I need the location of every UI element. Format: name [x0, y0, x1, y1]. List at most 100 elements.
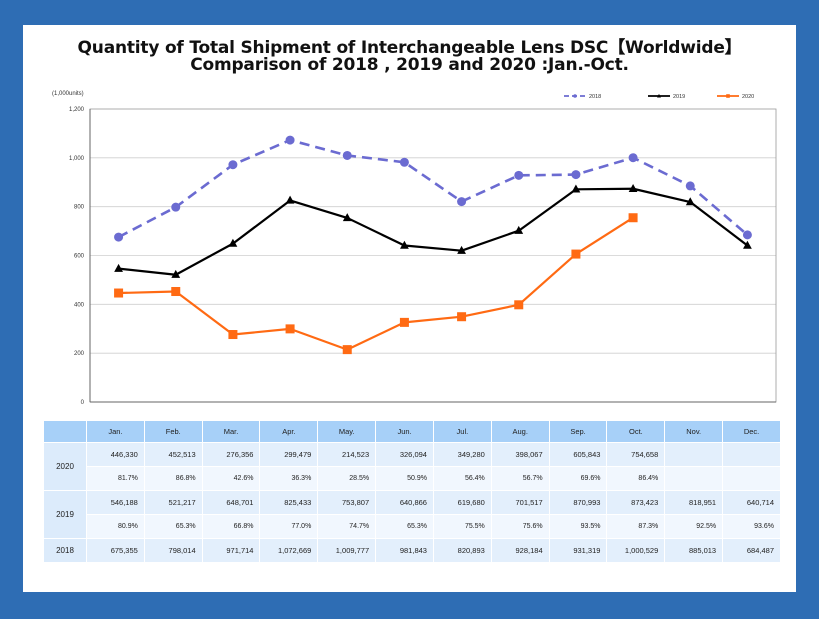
- data-table: Jan. Feb. Mar. Apr. May. Jun. Jul. Aug. Sep. Oct.…: [43, 420, 781, 563]
- yoy-percent-cell: 93.6%: [723, 515, 780, 538]
- y-tick-label: 600: [74, 254, 85, 260]
- series-2018: [114, 135, 752, 242]
- data-point-circle: [685, 181, 695, 191]
- shipment-value-cell: 798,014: [144, 539, 202, 562]
- data-point-square: [514, 300, 524, 310]
- yoy-percent-cell: 28.5%: [318, 467, 376, 490]
- shipment-value-cell: 452,513: [144, 443, 202, 466]
- data-point-square: [285, 324, 295, 334]
- shipment-value-cell: 214,523: [318, 443, 376, 466]
- data-point-square: [399, 317, 409, 327]
- data-point-triangle: [743, 240, 752, 249]
- shipment-value-cell: 820,893: [433, 539, 491, 562]
- series-line-2019: [118, 187, 749, 276]
- shipment-value-cell: 825,433: [260, 491, 318, 514]
- yoy-percent-cell: 36.3%: [260, 467, 318, 490]
- yoy-percent-cell: 81.7%: [87, 467, 144, 490]
- yoy-percent-cell: 87.3%: [607, 515, 665, 538]
- shipment-value-cell: [665, 443, 723, 466]
- data-point-circle: [399, 157, 409, 167]
- shipment-value-cell: 870,993: [549, 491, 607, 514]
- shipment-value-cell: 981,843: [376, 539, 433, 562]
- axes: 0 200 400 600 800 1,000 1,200: [69, 107, 777, 406]
- year-label: 2020: [44, 443, 86, 490]
- column-header: Jul.: [433, 421, 491, 442]
- data-point-triangle: [514, 225, 524, 234]
- shipment-value-cell: 684,487: [723, 539, 780, 562]
- shipment-value-cell: 326,094: [376, 443, 433, 466]
- table-row-percents: 80.9% 65.3% 66.8% 77.0% 74.7% 65.3% 75.5% 75.6%…: [44, 515, 780, 538]
- column-header: Oct.: [607, 421, 665, 442]
- data-point-circle: [628, 153, 638, 163]
- table-corner-cell: [44, 421, 86, 442]
- data-point-circle: [342, 150, 352, 160]
- y-tick-label: 400: [74, 302, 85, 308]
- column-header: Mar.: [202, 421, 260, 442]
- data-point-triangle: [400, 240, 409, 249]
- data-point-square: [114, 288, 124, 298]
- yoy-percent-cell: 65.3%: [376, 515, 433, 538]
- legend-item-2019: 2019: [648, 93, 685, 100]
- data-point-circle: [514, 170, 524, 180]
- shipment-value-cell: 521,217: [144, 491, 202, 514]
- column-header: Jan.: [87, 421, 144, 442]
- shipment-value-cell: 701,517: [491, 491, 549, 514]
- shipment-value-cell: [723, 443, 780, 466]
- shipment-value-cell: 818,951: [665, 491, 723, 514]
- data-point-triangle: [228, 238, 238, 247]
- year-label: 2018: [44, 539, 86, 562]
- data-point-square: [571, 249, 581, 259]
- table-row-percents: 81.7% 86.8% 42.6% 36.3% 28.5% 50.9% 56.4% 56.7%…: [44, 467, 780, 490]
- data-point-circle: [228, 160, 238, 170]
- shipment-value-cell: 1,072,669: [260, 539, 318, 562]
- yoy-percent-cell: 65.3%: [144, 515, 202, 538]
- table-header-row: Jan. Feb. Mar. Apr. May. Jun. Jul. Aug. Sep. Oct.…: [44, 421, 780, 442]
- shipment-value-cell: 885,013: [665, 539, 723, 562]
- data-point-triangle: [285, 195, 295, 204]
- data-point-circle: [457, 197, 467, 207]
- y-tick-label: 200: [74, 351, 85, 357]
- yoy-percent-cell: 80.9%: [87, 515, 144, 538]
- yoy-percent-cell: 77.0%: [260, 515, 318, 538]
- shipment-value-cell: 971,714: [202, 539, 260, 562]
- legend-item-2018: 2018: [564, 94, 601, 100]
- legend: 2018 2019 2020: [564, 93, 754, 100]
- column-header: Apr.: [260, 421, 318, 442]
- shipment-value-cell: 873,423: [607, 491, 665, 514]
- shipment-value-cell: 753,807: [318, 491, 376, 514]
- shipment-value-cell: 398,067: [491, 443, 549, 466]
- data-point-square: [342, 345, 352, 355]
- table-row-values: 2020 446,330 452,513 276,356 299,479 214,523 3…: [44, 443, 780, 490]
- shipment-value-cell: 299,479: [260, 443, 318, 466]
- yoy-percent-cell: 56.4%: [433, 467, 491, 490]
- data-point-triangle: [342, 213, 352, 222]
- yoy-percent-cell: 74.7%: [318, 515, 376, 538]
- data-point-square: [457, 312, 467, 322]
- table-row-values: 2018 675,355 798,014 971,714 1,072,669 1,009,…: [44, 539, 780, 562]
- column-header: Nov.: [665, 421, 723, 442]
- shipment-value-cell: 276,356: [202, 443, 260, 466]
- data-point-triangle: [628, 183, 638, 192]
- data-point-square: [171, 287, 181, 297]
- column-header: Jun.: [376, 421, 433, 442]
- data-point-circle: [742, 230, 752, 240]
- shipment-value-cell: 648,701: [202, 491, 260, 514]
- column-header: May.: [318, 421, 376, 442]
- table-row-values: 2019 546,188 521,217 648,701 825,433 753,807 6…: [44, 491, 780, 538]
- shipment-value-cell: 349,280: [433, 443, 491, 466]
- y-tick-label: 1,200: [69, 107, 85, 113]
- chart-subtitle: Comparison of 2018 , 2019 and 2020 :Jan.…: [190, 55, 629, 75]
- y-tick-label: 800: [74, 205, 85, 211]
- data-point-circle: [114, 232, 124, 242]
- yoy-percent-cell: 86.8%: [144, 467, 202, 490]
- line-chart: 0 200 400 600 800 1,000 1,200 2018 2019 2020: [69, 93, 777, 406]
- legend-item-2020: 2020: [717, 94, 754, 100]
- shipment-value-cell: 675,355: [87, 539, 144, 562]
- yoy-percent-cell: 75.5%: [433, 515, 491, 538]
- shipment-value-cell: 754,658: [607, 443, 665, 466]
- shipment-value-cell: 605,843: [549, 443, 607, 466]
- data-point-triangle: [657, 93, 661, 98]
- column-header: Dec.: [723, 421, 780, 442]
- yoy-percent-cell: 75.6%: [491, 515, 549, 538]
- shipment-value-cell: 640,714: [723, 491, 780, 514]
